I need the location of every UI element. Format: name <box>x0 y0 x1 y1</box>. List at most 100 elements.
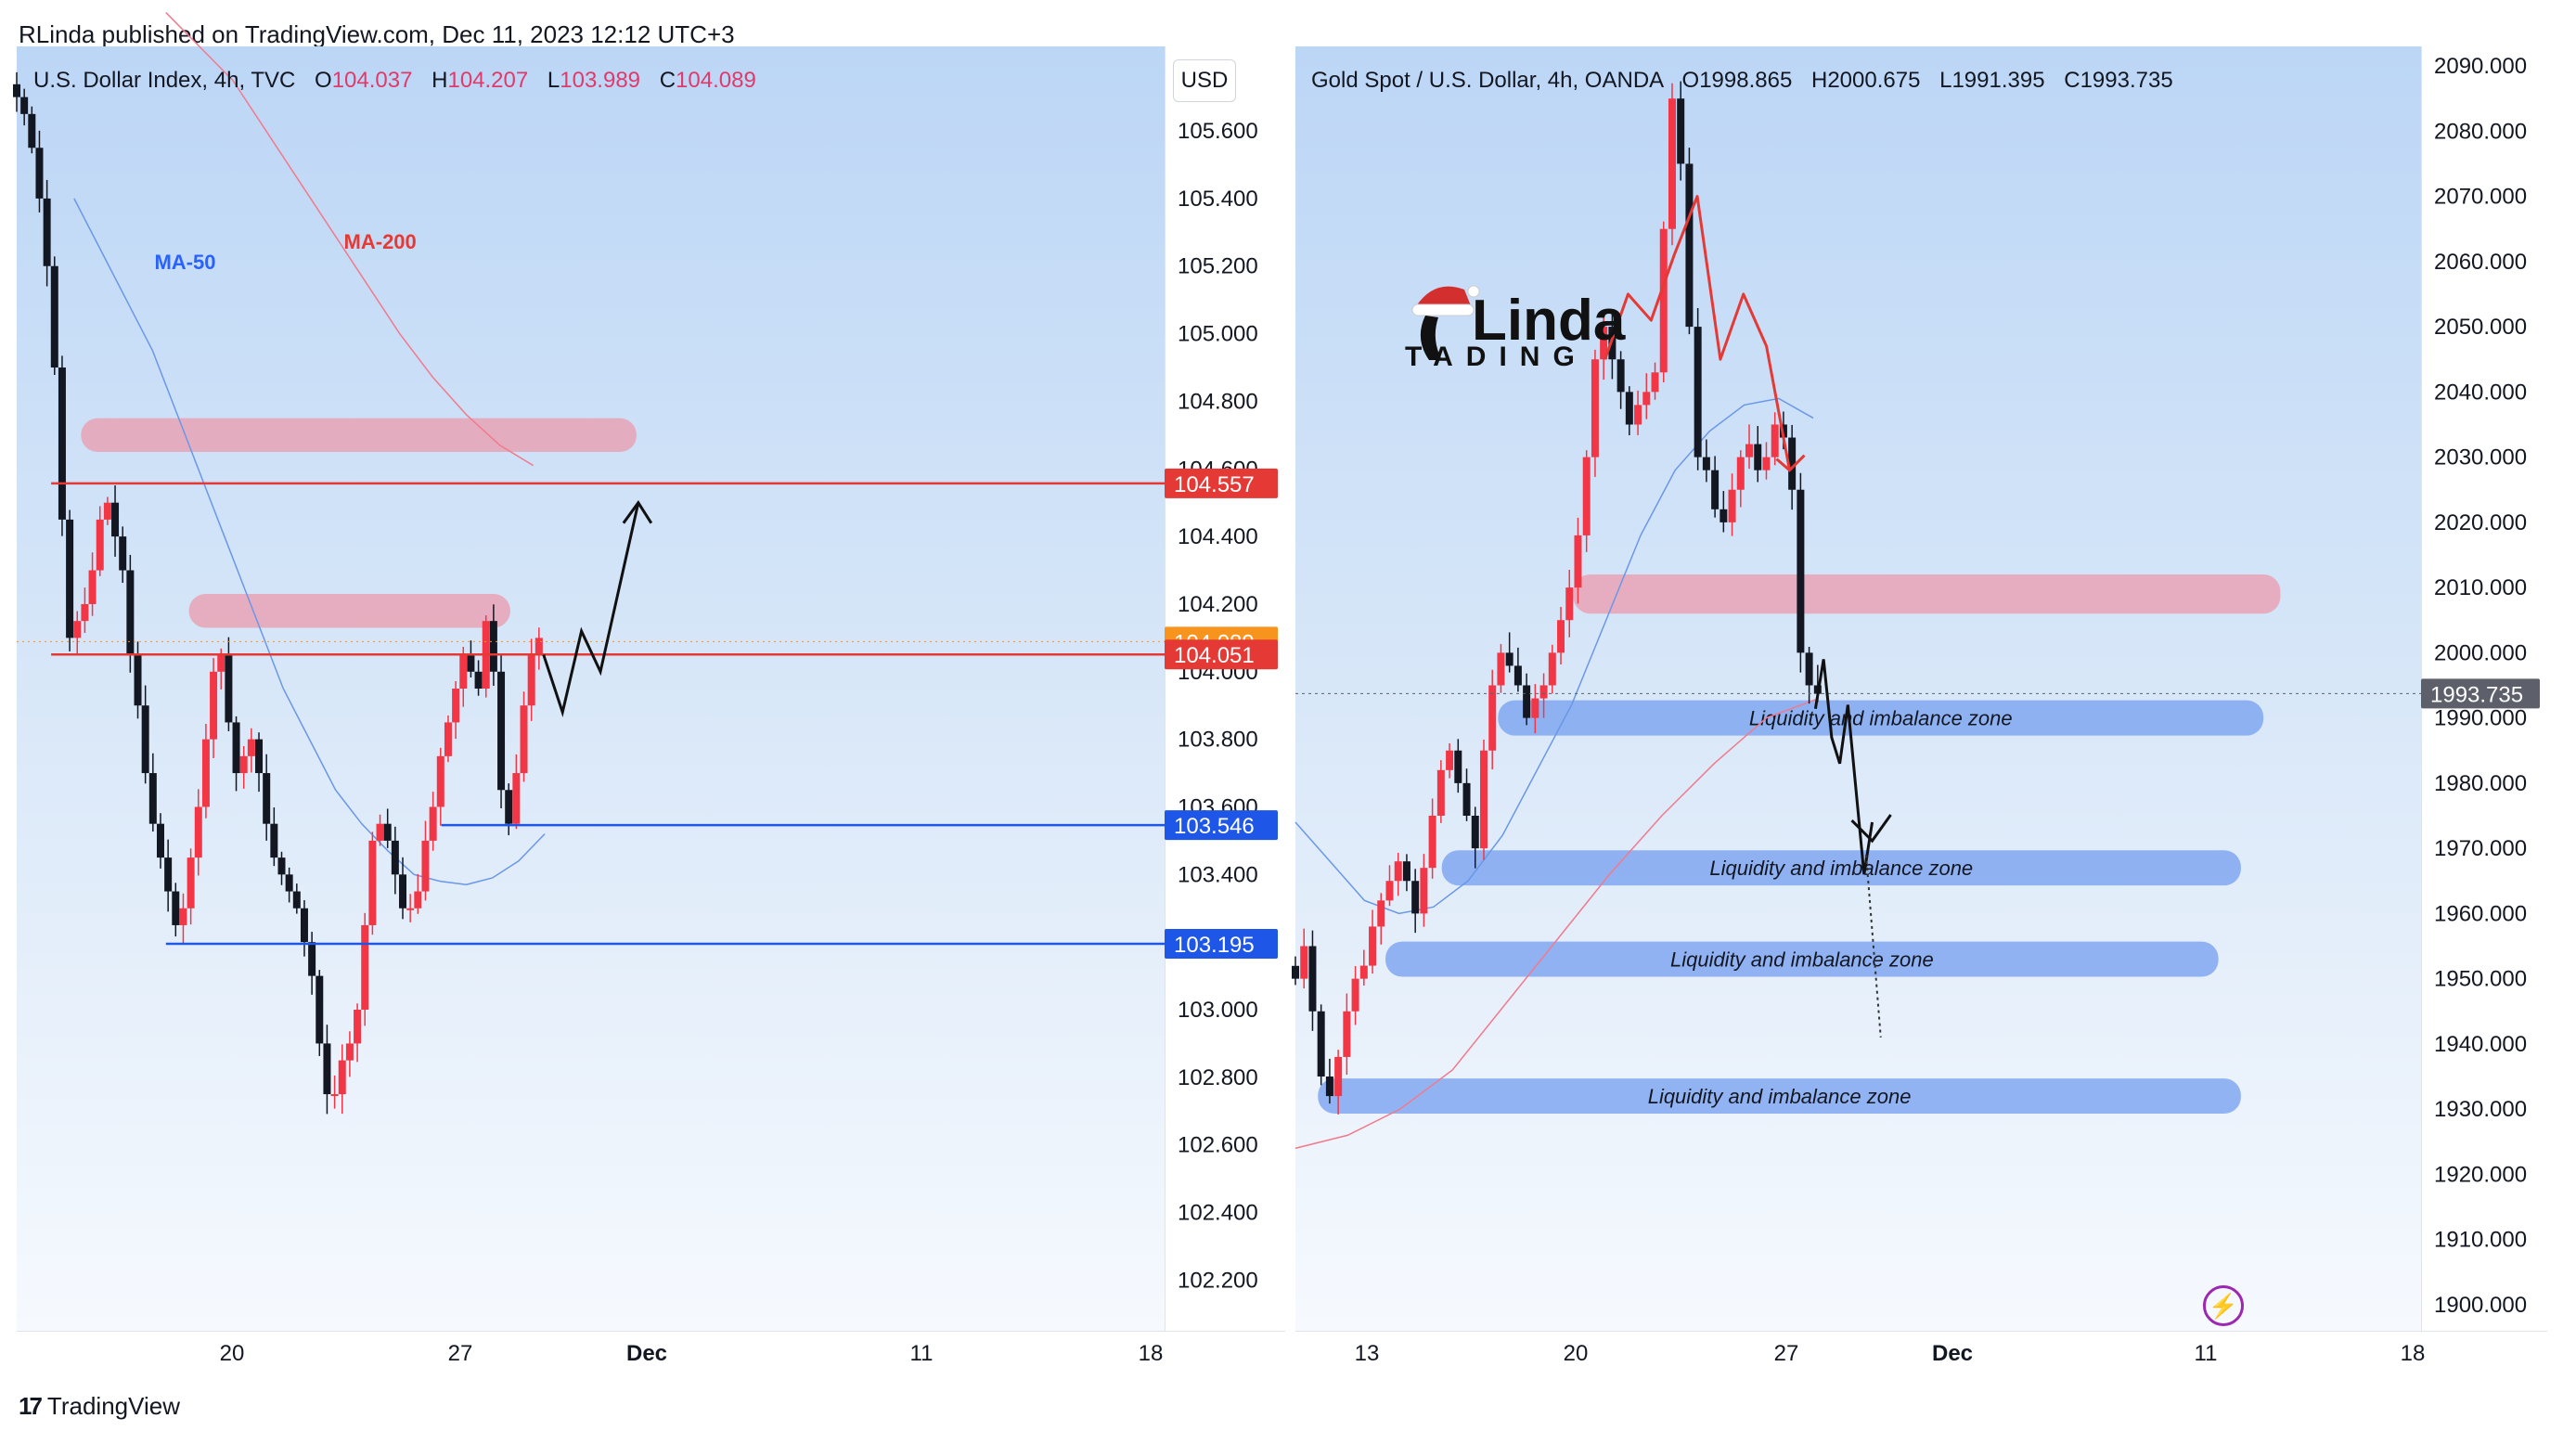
candle-body <box>505 790 513 824</box>
dxy-price-axis[interactable] <box>1165 46 1286 1377</box>
gold-price-tick: 1910.000 <box>2434 1228 2527 1253</box>
candle-body <box>474 671 483 689</box>
liquidity-zone <box>1385 941 2219 977</box>
dxy-time-axis[interactable] <box>17 1331 1285 1380</box>
candle-body <box>421 840 430 892</box>
price-label: 1993.735 <box>2430 682 2523 707</box>
gold-price-tick: 2010.000 <box>2434 575 2527 600</box>
liquidity-zone-label: Liquidity and imbalance zone <box>1749 707 2013 730</box>
candle-body <box>1634 405 1642 425</box>
candle-body <box>1677 98 1685 164</box>
candle-body <box>1805 652 1813 686</box>
candle-body <box>1591 359 1599 458</box>
flash-icon[interactable]: ⚡ <box>2203 1285 2244 1326</box>
ma-200-line <box>165 12 535 467</box>
candle-body <box>459 654 468 689</box>
dxy-price-tick: 103.400 <box>1178 862 1258 887</box>
liquidity-zone <box>1318 1078 2241 1115</box>
candle-body <box>300 908 308 943</box>
candle-body <box>489 621 497 672</box>
projection-arrow <box>542 502 640 718</box>
gold-time-axis[interactable] <box>1295 1331 2547 1380</box>
dxy-symbol: U.S. Dollar Index, 4h, TVC <box>33 68 296 93</box>
candle-body <box>368 840 377 925</box>
candle-body <box>338 1060 346 1095</box>
gold-price-tick: 1960.000 <box>2434 901 2527 926</box>
dotted-projection <box>1864 855 1882 1038</box>
dxy-time-tick: 27 <box>448 1341 473 1366</box>
candle-body <box>535 638 543 655</box>
candle-body <box>1548 652 1556 686</box>
candle-body <box>13 84 20 97</box>
dxy-price-tick: 104.400 <box>1178 524 1258 549</box>
candle-body <box>1582 457 1591 535</box>
candle-body <box>292 891 301 909</box>
ma-200-line <box>1294 697 1820 1150</box>
gold-price-tick: 1950.000 <box>2434 967 2527 992</box>
candle-body <box>1728 489 1736 522</box>
gold-price-tick: 1920.000 <box>2434 1162 2527 1187</box>
candle-body <box>148 773 157 824</box>
dxy-legend: U.S. Dollar Index, 4h, TVC O104.037 H104… <box>33 68 756 93</box>
candle-body <box>1608 327 1616 360</box>
candle-body <box>20 97 29 114</box>
gold-price-axis[interactable] <box>2421 46 2548 1377</box>
dxy-price-tick: 103.800 <box>1178 728 1258 753</box>
candle-body <box>1616 359 1625 393</box>
currency-button[interactable]: USD <box>1173 59 1236 102</box>
resistance-zone <box>1573 574 2281 614</box>
candle-body <box>1711 470 1719 509</box>
candle-body <box>1600 327 1608 360</box>
candle-body <box>1292 965 1299 979</box>
dxy-open: 104.037 <box>331 68 413 93</box>
gold-price-tick: 2000.000 <box>2434 640 2527 665</box>
candle-body <box>1446 750 1454 770</box>
candle-body <box>391 840 399 875</box>
gold-price-tick: 1980.000 <box>2434 771 2527 796</box>
publish-header: RLinda published on TradingView.com, Dec… <box>19 20 735 48</box>
candle-body <box>270 823 278 858</box>
price-label-box <box>1165 810 1278 841</box>
candle-body <box>1762 457 1771 471</box>
gold-price-tick: 2050.000 <box>2434 315 2527 340</box>
gold-symbol: Gold Spot / U.S. Dollar, 4h, OANDA <box>1311 68 1663 93</box>
candle-body <box>225 654 233 723</box>
gold-price-tick: 2080.000 <box>2434 119 2527 144</box>
candle-body <box>1736 457 1745 490</box>
candle-body <box>1462 782 1471 816</box>
gold-price-tick: 1970.000 <box>2434 836 2527 861</box>
liquidity-zone-label: Liquidity and imbalance zone <box>1648 1085 1912 1108</box>
candle-body <box>520 705 528 774</box>
candle-body <box>467 654 475 672</box>
dxy-chart-panel[interactable] <box>17 46 1165 1377</box>
candle-body <box>1334 1056 1343 1097</box>
candle-body <box>512 773 521 824</box>
liquidity-zone-label: Liquidity and imbalance zone <box>1670 948 1934 972</box>
candle-body <box>1377 900 1385 927</box>
candle-body <box>452 689 460 723</box>
candle-body <box>330 1094 339 1097</box>
candle-body <box>263 773 271 824</box>
candle-body <box>179 908 187 925</box>
ma-50-label: MA-50 <box>154 251 215 274</box>
price-label: 104.051 <box>1174 643 1255 668</box>
candle-body <box>345 1043 354 1061</box>
gold-legend: Gold Spot / U.S. Dollar, 4h, OANDA O1998… <box>1311 68 2173 93</box>
projection-arrowhead <box>1850 814 1892 844</box>
dxy-price-tick: 104.800 <box>1178 389 1258 414</box>
candle-body <box>255 739 264 774</box>
price-label-box <box>2421 678 2540 709</box>
candle-body <box>354 1010 362 1044</box>
scenario-curve <box>1604 195 1791 471</box>
candle-body <box>1745 444 1754 458</box>
candle-body <box>201 739 210 807</box>
candle-body <box>1420 868 1428 914</box>
candle-body <box>285 874 293 892</box>
candle-body <box>210 671 218 740</box>
candle-body <box>1402 861 1410 882</box>
dxy-price-tick: 102.600 <box>1178 1133 1258 1158</box>
candle-body <box>1317 1011 1325 1077</box>
candle-body <box>436 755 444 807</box>
candle-body <box>399 874 407 909</box>
